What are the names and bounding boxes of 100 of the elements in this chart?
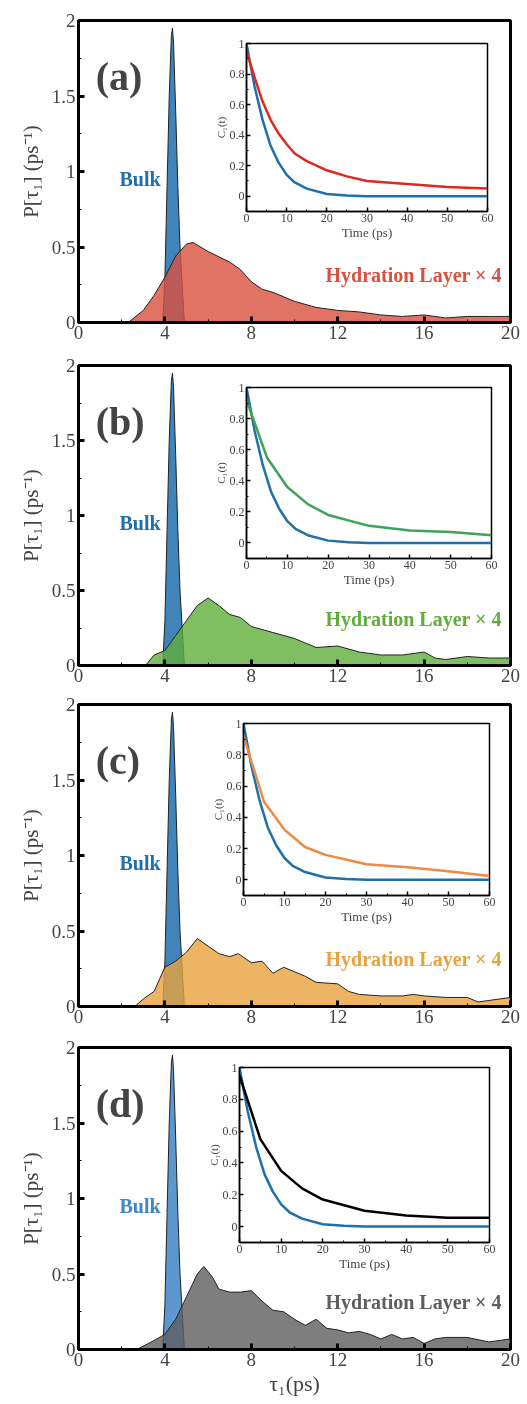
x-axis-title: Time (ps)	[343, 571, 395, 587]
y-axis-title: C₁(t)	[214, 116, 228, 139]
x-tick-label: 4	[160, 1005, 171, 1027]
x-tick-label: 20	[316, 1241, 329, 1256]
x-tick-label: 8	[246, 664, 257, 686]
x-tick-label: 10	[280, 210, 293, 225]
y-tick-label: 0.2	[229, 504, 245, 519]
y-tick-label: 0.2	[229, 158, 245, 173]
x-tick-label: 40	[400, 1241, 413, 1256]
annotation: (d)	[95, 1081, 145, 1127]
y-tick-label: 1.5	[51, 85, 76, 107]
y-axis-title: P[τ₁] (ps⁻¹)	[18, 1152, 43, 1245]
x-tick-label: 16	[414, 1348, 434, 1370]
y-tick-label: 0.6	[229, 442, 245, 457]
y-tick-label: 0.8	[229, 411, 245, 426]
annotation: (a)	[95, 54, 143, 100]
y-tick-label: 1	[66, 161, 76, 182]
x-tick-label: 60	[481, 210, 494, 225]
x-tick-label: 20	[501, 1005, 520, 1027]
x-tick-label: 8	[246, 321, 257, 343]
x-tick-label: 30	[363, 557, 375, 572]
y-tick-label: 0.2	[222, 1187, 238, 1202]
x-tick-label: 50	[441, 210, 454, 225]
y-tick-label: 1	[235, 716, 242, 731]
x-tick-label: 20	[319, 894, 332, 909]
series-label: Bulk	[119, 1194, 162, 1217]
series-label: Hydration Layer × 4	[325, 607, 502, 631]
y-tick-label: 0.4	[222, 1155, 238, 1170]
y-tick-label: 0.5	[51, 580, 76, 601]
y-tick-label: 0.4	[226, 810, 242, 825]
y-tick-label: 2	[66, 694, 76, 715]
x-tick-label: 40	[401, 210, 414, 225]
series-label: Hydration Layer × 4	[325, 1291, 502, 1315]
x-tick-label: 4	[160, 321, 171, 343]
y-tick-label: 0.5	[51, 920, 76, 942]
x-tick-label: 4	[160, 1348, 171, 1370]
x-tick-label: 30	[360, 894, 373, 909]
y-axis-title: P[τ₁] (ps⁻¹)	[18, 469, 43, 562]
y-axis-title: P[τ₁] (ps⁻¹)	[18, 809, 43, 902]
y-tick-label: 2	[66, 1037, 76, 1058]
y-tick-label: 0.5	[51, 236, 76, 258]
x-tick-label: 20	[322, 557, 335, 572]
x-axis-title: Time (ps)	[339, 1255, 390, 1271]
y-tick-label: 1	[238, 36, 245, 51]
x-tick-label: 10	[281, 557, 294, 572]
x-tick-label: 4	[160, 664, 171, 686]
y-tick-label: 1.5	[51, 769, 76, 791]
x-tick-label: 60	[485, 557, 498, 572]
y-tick-label: 0	[235, 872, 242, 887]
y-axis-title: C₁(t)	[211, 798, 225, 821]
y-tick-label: 1	[66, 1188, 76, 1209]
x-tick-label: 50	[444, 557, 457, 572]
series-label: Bulk	[119, 511, 162, 534]
x-tick-label: 50	[442, 894, 455, 909]
y-tick-label: 0.6	[226, 779, 242, 794]
x-tick-label: 20	[320, 210, 333, 225]
y-tick-label: 0.8	[229, 67, 245, 82]
y-tick-label: 0.6	[229, 97, 245, 112]
x-tick-label: 12	[328, 664, 348, 686]
y-tick-label: 2	[66, 10, 76, 31]
y-tick-label: 0	[238, 189, 245, 204]
x-tick-label: 12	[328, 1348, 348, 1370]
y-tick-label: 0.6	[222, 1124, 238, 1139]
y-tick-label: 0	[238, 535, 245, 550]
y-tick-label: 0.2	[226, 841, 242, 856]
x-tick-label: 10	[278, 894, 291, 909]
y-tick-label: 1.5	[51, 430, 76, 451]
x-tick-label: 12	[328, 1005, 348, 1027]
x-tick-label: 16	[414, 664, 434, 686]
x-axis-title: Time (ps)	[341, 224, 393, 240]
x-tick-label: 16	[414, 321, 434, 343]
x-tick-label: 20	[501, 1348, 520, 1370]
x-tick-label: 30	[361, 210, 373, 225]
y-tick-label: 1	[238, 380, 245, 395]
x-axis-title: Time (ps)	[341, 908, 392, 924]
annotation: (b)	[95, 398, 145, 444]
y-tick-label: 1	[66, 845, 76, 866]
x-tick-label: 20	[501, 321, 520, 343]
y-tick-label: 1	[231, 1060, 238, 1075]
y-tick-label: 0.8	[226, 747, 242, 762]
y-axis-title: C₁(t)	[207, 1143, 221, 1166]
x-tick-label: 60	[483, 894, 496, 909]
y-tick-label: 0.5	[51, 1263, 76, 1285]
x-tick-label: 60	[483, 1241, 496, 1256]
y-tick-label: 0	[231, 1219, 238, 1234]
x-tick-label: 40	[401, 894, 414, 909]
series-label: Bulk	[119, 851, 162, 874]
series-label: Hydration Layer × 4	[325, 948, 502, 972]
y-axis-title: C₁(t)	[214, 461, 228, 484]
x-tick-label: 30	[358, 1241, 371, 1256]
annotation: (c)	[95, 738, 141, 784]
x-tick-label: 8	[246, 1005, 257, 1027]
y-tick-label: 1	[66, 505, 76, 526]
x-tick-label: 12	[328, 321, 348, 343]
y-axis-title: P[τ₁] (ps⁻¹)	[18, 125, 43, 218]
x-tick-label: 40	[403, 557, 416, 572]
x-axis-title: τ₁(ps)	[269, 1370, 320, 1396]
y-tick-label: 0.4	[229, 473, 245, 488]
series-label: Hydration Layer × 4	[325, 264, 502, 288]
y-tick-label: 1.5	[51, 1112, 76, 1134]
